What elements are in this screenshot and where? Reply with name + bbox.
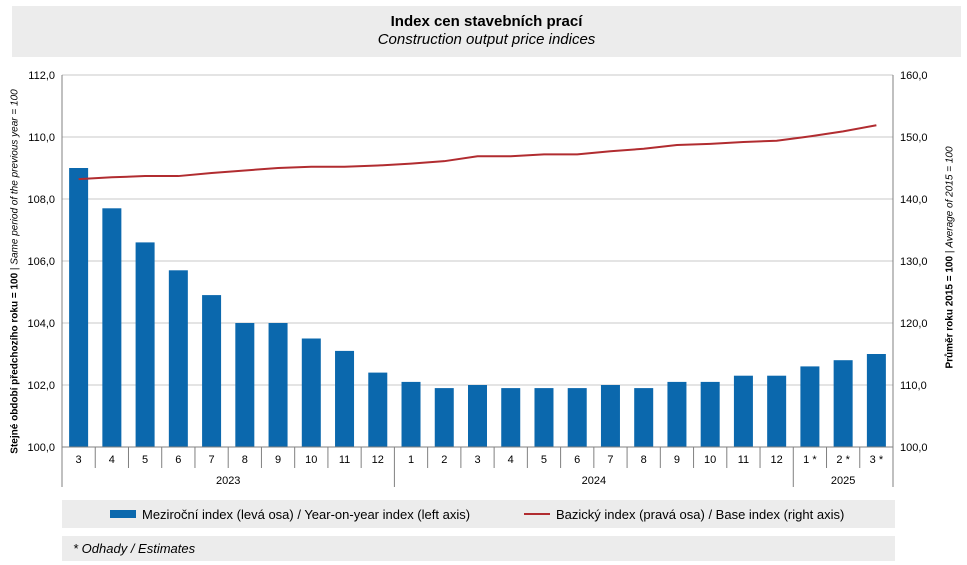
bar xyxy=(767,375,787,447)
category-label: 3 * xyxy=(870,454,884,466)
bar xyxy=(634,388,654,447)
category-label: 7 xyxy=(209,454,215,466)
category-label: 11 xyxy=(738,454,749,466)
legend-line-label: Bazický index (pravá osa) / Base index (… xyxy=(556,506,845,522)
legend-item-bar: Meziroční index (levá osa) / Year-on-yea… xyxy=(110,500,470,528)
category-label: 3 xyxy=(474,454,480,466)
bar xyxy=(667,381,687,447)
category-label: 4 xyxy=(109,454,115,466)
bar xyxy=(168,270,188,447)
category-label: 1 xyxy=(408,454,414,466)
bar xyxy=(401,381,421,447)
bar xyxy=(866,354,886,447)
right-axis-title-italic: Average of 2015 = 100 xyxy=(944,146,956,248)
bar xyxy=(534,388,554,447)
left-axis-title-bold: Stejné období předchozího roku = 100 xyxy=(9,272,21,454)
year-label: 2024 xyxy=(582,475,606,487)
bar xyxy=(468,385,487,447)
chart-legend: Meziroční index (levá osa) / Year-on-yea… xyxy=(62,500,895,528)
legend-bar-label: Meziroční index (levá osa) / Year-on-yea… xyxy=(142,506,471,522)
bar xyxy=(135,242,155,447)
bar xyxy=(733,375,753,447)
category-label: 12 xyxy=(372,454,384,466)
category-label: 2 xyxy=(441,454,447,466)
category-label: 9 xyxy=(674,454,680,466)
bar xyxy=(301,338,321,447)
right-tick-label: 140,0 xyxy=(900,194,928,206)
right-axis-title-sep: | xyxy=(944,247,956,256)
category-label: 3 xyxy=(76,454,82,466)
left-tick-label: 100,0 xyxy=(27,442,55,454)
chart-plot: 100,0 100,0 102,0 110,0 104,0 120,0 106,0 130,0… xyxy=(27,70,928,487)
base-index-line xyxy=(78,124,877,181)
right-axis-title: Průměr roku 2015 = 100 | Average of 2015… xyxy=(945,58,956,458)
category-label: 2 * xyxy=(836,454,850,466)
bar xyxy=(501,388,521,447)
legend-item-line: Bazický index (pravá osa) / Base index (… xyxy=(524,500,844,528)
category-label: 8 xyxy=(641,454,647,466)
bar xyxy=(335,350,355,447)
category-label: 7 xyxy=(607,454,613,466)
year-label: 2025 xyxy=(831,475,855,487)
left-axis-title-italic: Same period of the previous year = 100 xyxy=(9,89,21,265)
chart-title: Index cen stavebních prací xyxy=(390,13,583,30)
footnote-panel: * Odhady / Estimates xyxy=(62,536,895,561)
category-label: 5 xyxy=(541,454,547,466)
bar xyxy=(268,323,288,447)
right-tick-label: 100,0 xyxy=(900,442,928,454)
legend-line-swatch xyxy=(524,513,550,515)
legend-bar-swatch xyxy=(110,510,136,518)
bar xyxy=(700,381,720,447)
bar xyxy=(833,360,853,447)
right-tick-label: 150,0 xyxy=(900,132,928,144)
bar xyxy=(800,366,820,447)
year-label: 2023 xyxy=(216,475,240,487)
category-label: 10 xyxy=(305,454,317,466)
category-label: 5 xyxy=(142,454,148,466)
left-tick-label: 110,0 xyxy=(28,132,55,144)
bar xyxy=(434,388,454,447)
category-label: 8 xyxy=(242,454,248,466)
bar xyxy=(102,208,122,447)
bar xyxy=(600,385,620,447)
right-axis-title-bold: Průměr roku 2015 = 100 xyxy=(944,255,956,369)
bar xyxy=(235,323,255,447)
category-label: 11 xyxy=(339,454,350,466)
category-label: 1 * xyxy=(803,454,817,466)
left-tick-label: 104,0 xyxy=(27,318,55,330)
left-axis-title: Stejné období předchozího roku = 100 | S… xyxy=(10,72,21,472)
category-label: 9 xyxy=(275,454,281,466)
category-label: 10 xyxy=(704,454,716,466)
chart-title-panel: Index cen stavebních prací Construction … xyxy=(12,6,961,57)
left-tick-label: 106,0 xyxy=(27,256,55,268)
bar xyxy=(69,168,89,447)
left-tick-label: 102,0 xyxy=(27,380,55,392)
right-tick-label: 120,0 xyxy=(900,318,928,330)
left-tick-label: 112,0 xyxy=(28,70,55,82)
right-tick-label: 160,0 xyxy=(900,70,928,82)
right-tick-label: 130,0 xyxy=(900,256,928,268)
category-label: 6 xyxy=(175,454,181,466)
bar xyxy=(202,295,222,447)
category-label: 6 xyxy=(574,454,580,466)
category-label: 12 xyxy=(771,454,783,466)
bar xyxy=(567,388,587,447)
chart-subtitle: Construction output price indices xyxy=(377,31,596,48)
left-tick-label: 108,0 xyxy=(27,194,55,206)
left-axis-title-sep: | xyxy=(9,264,21,273)
right-tick-label: 110,0 xyxy=(900,380,927,392)
footnote-text: * Odhady / Estimates xyxy=(73,541,196,556)
category-label: 4 xyxy=(508,454,514,466)
bar xyxy=(368,372,388,447)
